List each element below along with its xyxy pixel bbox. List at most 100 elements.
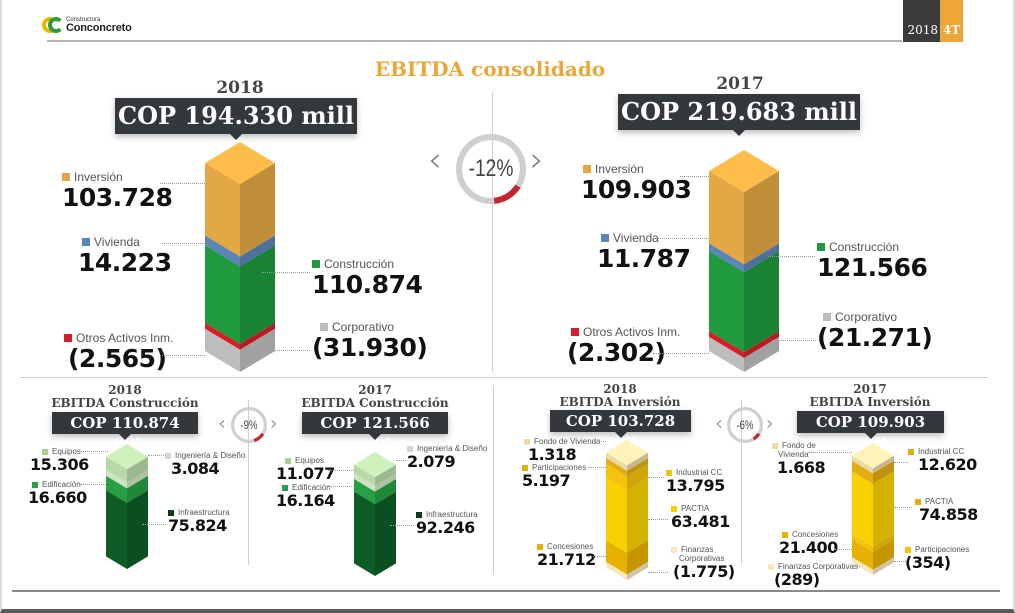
bar-segment-construccion-left (709, 251, 744, 353)
year-2017: 2017 (716, 74, 764, 94)
bar-segment-ingenieria-diseno-right (375, 473, 396, 492)
legend-swatch-construccion (817, 243, 825, 251)
legend-swatch-concesiones (537, 543, 543, 550)
leader-line (894, 561, 906, 562)
legend-swatch-fondo-vivienda (772, 442, 778, 449)
label-inversion-2017: Inversión 109.903 (581, 162, 692, 204)
legend-swatch-industrial-cc (666, 469, 672, 476)
legend-swatch-otros (64, 334, 72, 342)
legend-swatch-concesiones (782, 531, 788, 538)
leader-line (768, 256, 815, 257)
label-inversion-2018: Inversión 103.728 (62, 170, 173, 212)
value-fondo-vivienda-2018: 1.318 (528, 445, 577, 464)
subtitle-inversion-2018: 2018 EBITDA Inversión (559, 382, 681, 409)
bar-segment-finanzas-corporativas-right (627, 561, 648, 580)
leader-line (78, 451, 108, 452)
bar-segment-fondo-de-vivienda-right (873, 455, 894, 474)
bar-segment-construccion-right (240, 245, 275, 344)
label-equipos-2018: Equipos 15.306 (30, 447, 89, 474)
stacked-bar-construccion-2017 (354, 452, 396, 576)
stacked-bar-consolidado-2018 (205, 142, 275, 372)
legend-swatch-finanzas (768, 563, 774, 570)
bar-segment-fondo-de-vivienda-right (627, 452, 648, 471)
leader-line (648, 572, 668, 573)
next-arrow-icon[interactable]: › (270, 411, 278, 435)
bar-segment-inversion-top (709, 150, 779, 192)
bar-segment-industrial-cc-right (873, 460, 894, 484)
bar-segment-participaciones-left (606, 458, 627, 477)
legend-swatch-infraestructura (168, 509, 174, 516)
previous-arrow-icon[interactable]: ‹ (218, 411, 226, 435)
bar-segment-concesiones-left (852, 539, 873, 570)
legend-swatch-edificacion (282, 484, 288, 491)
label-ingenieria-2017: Ingeniería & Diseño 2.079 (407, 444, 488, 471)
leader-line (808, 452, 852, 453)
leader-line (328, 486, 354, 487)
label-infraestructura-2018: Infraestructura 75.824 (168, 508, 230, 535)
label-corporativo-2018: Corporativo (31.930) (312, 320, 428, 362)
total-callout-inversion-2018: COP 103.728 mill (550, 410, 691, 452)
total-callout-2017: COP 219.683 mill (618, 94, 860, 136)
legend-swatch-pactia (671, 505, 677, 512)
label-concesiones-2017: Concesiones 21.400 (779, 530, 839, 557)
period-quarter: 4T (940, 0, 963, 42)
bar-segment-participaciones-left (852, 534, 873, 552)
center-divider (492, 92, 493, 372)
bar-segment-inversion-right (240, 163, 275, 257)
leader-line (588, 556, 606, 557)
label-finanzas-2018: Finanzas Corporativas (1.775) (671, 545, 735, 581)
value-vivienda-2018: 14.223 (78, 248, 172, 277)
total-callout-construccion-2018: COP 110.874 mill (52, 412, 198, 454)
label-fondo-vivienda-2018: Fondo de Vivienda 1.318 (524, 437, 601, 463)
bar-segment-industrial-cc-left (606, 463, 627, 490)
logo-icon (42, 16, 64, 34)
bar-segment-construccion-left (205, 245, 240, 344)
bar-segment-infraestructura-left (354, 491, 375, 576)
bar-segment-fondo-de-vivienda-left (606, 452, 627, 471)
variation-construccion: -9% (240, 418, 258, 432)
label-pactia-2018: PACTIA 63.481 (671, 504, 730, 531)
bar-segment-ingenieria-diseno-left (106, 469, 127, 489)
dial-change-arc (752, 432, 761, 441)
label-fondo-vivienda-2017: Fondo de Vivienda 1.668 (772, 441, 826, 477)
previous-arrow-icon[interactable]: ‹ (428, 140, 442, 180)
bar-segment-vivienda-right (240, 235, 275, 267)
brand-small-text: Constructora (66, 16, 101, 23)
value-participaciones-2018: 5.197 (522, 471, 571, 490)
bar-segment-finanzas-corporativas-left (852, 557, 873, 575)
total-callout-construccion-2017: COP 121.566 mill (302, 412, 448, 454)
bar-segment-equipos-left (106, 456, 127, 483)
bar-segment-ingenieria-diseno-left (354, 473, 375, 492)
stacked-bar-consolidado-2017 (709, 150, 779, 372)
bar-segment-infraestructura-right (375, 491, 396, 576)
value-construccion-2017: 121.566 (817, 253, 928, 282)
value-pactia-2018: 63.481 (671, 512, 730, 531)
inversion-divider (741, 400, 742, 565)
label-construccion-2018: Construcción 110.874 (312, 257, 423, 299)
bar-segment-vivienda-right (744, 243, 779, 273)
leader-line (160, 355, 205, 356)
value-fondo-vivienda-2017: 1.668 (777, 458, 826, 477)
value-pactia-2017: 74.858 (919, 505, 978, 524)
legend-swatch-vivienda (601, 234, 609, 242)
total-callout-inversion-2017: COP 109.903 mill (797, 411, 944, 453)
leader-line (80, 484, 106, 485)
value-edificacion-2018: 16.660 (28, 488, 87, 507)
leader-line (270, 350, 310, 351)
leader-line (148, 455, 164, 456)
legend-swatch-infraestructura (416, 511, 422, 518)
legend-swatch-fondo-vivienda (524, 438, 530, 445)
next-arrow-icon[interactable]: › (766, 411, 774, 435)
year-2018: 2018 (216, 78, 264, 98)
previous-arrow-icon[interactable]: ‹ (715, 411, 723, 435)
value-industrial-cc-2017: 12.620 (918, 455, 977, 474)
value-edificacion-2017: 16.164 (276, 491, 335, 510)
leader-line (772, 340, 816, 341)
next-arrow-icon[interactable]: › (530, 140, 544, 180)
bar-segment-industrial-cc-right (627, 463, 648, 490)
label-pactia-2017: PACTIA 74.858 (913, 497, 978, 523)
leader-line (894, 507, 912, 508)
label-industrial-cc-2018: Industrial CC 13.795 (666, 468, 725, 495)
stacked-bar-inversion-2017 (852, 443, 894, 575)
